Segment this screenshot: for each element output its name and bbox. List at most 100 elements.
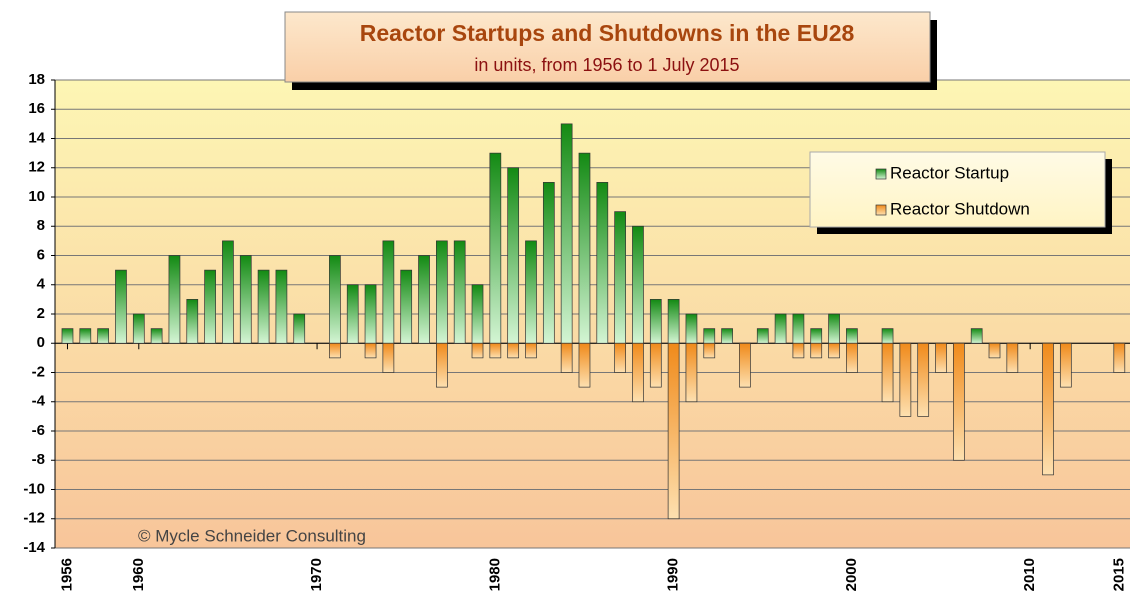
bar [168, 255, 181, 344]
y-tick-label: 16 [28, 100, 45, 117]
y-tick-label: 0 [37, 334, 45, 351]
bar [489, 342, 502, 359]
x-tick-label: 2015 [1110, 558, 1127, 591]
x-tick-label: 2000 [843, 558, 860, 591]
bar [917, 342, 930, 417]
bar [899, 342, 912, 417]
bar [578, 152, 591, 344]
bar [846, 328, 858, 344]
bar [1006, 342, 1019, 373]
x-tick-label: 1990 [665, 558, 682, 591]
bar [525, 342, 537, 359]
y-tick-label: 8 [37, 217, 45, 234]
bar [1113, 342, 1126, 373]
bar [329, 255, 341, 344]
bar [453, 240, 466, 344]
bar [239, 255, 252, 344]
bar [685, 342, 698, 403]
bar [542, 182, 555, 344]
y-tick-label: -6 [32, 422, 45, 439]
bar [1059, 342, 1072, 388]
y-tick-label: -10 [23, 480, 45, 497]
y-tick-label: 4 [37, 276, 46, 293]
x-tick-label: 2010 [1021, 558, 1038, 591]
legend-label: Reactor Shutdown [890, 199, 1030, 218]
bar [953, 342, 965, 461]
bar [275, 269, 288, 344]
bar [364, 284, 377, 344]
bar [632, 342, 644, 403]
bar [471, 284, 484, 344]
bar [79, 328, 92, 344]
bar [828, 342, 840, 359]
y-tick-label: -14 [23, 539, 45, 556]
bar [935, 342, 947, 373]
bar [756, 328, 769, 344]
bar [489, 152, 502, 344]
bar [150, 328, 163, 344]
y-tick-label: -2 [32, 363, 45, 380]
bar [846, 342, 858, 373]
bar [364, 342, 377, 359]
bar [204, 269, 216, 344]
bar [774, 313, 787, 344]
bar [881, 328, 894, 344]
bar [596, 182, 609, 344]
bar [703, 328, 716, 344]
bar [810, 342, 823, 359]
chart-subtitle: in units, from 1956 to 1 July 2015 [474, 55, 739, 75]
bar [382, 342, 395, 373]
y-tick-label: 6 [37, 246, 45, 263]
legend-swatch [875, 204, 887, 216]
bar [649, 299, 662, 344]
y-tick-label: 10 [28, 188, 45, 205]
bar [382, 240, 395, 344]
bar [61, 328, 74, 344]
bar [418, 255, 430, 344]
legend [809, 151, 1106, 228]
bar [1042, 342, 1054, 476]
title-box [284, 11, 931, 83]
bar [988, 342, 1001, 359]
y-tick-label: -4 [32, 393, 46, 410]
bar [578, 342, 591, 388]
bar [293, 313, 306, 344]
bar [346, 284, 359, 344]
y-tick-label: 14 [28, 129, 45, 146]
y-tick-label: 18 [28, 71, 45, 88]
bar [828, 313, 840, 344]
bar [436, 240, 448, 344]
bar [471, 342, 484, 359]
bar [560, 342, 573, 373]
y-tick-label: 12 [28, 159, 45, 176]
bar [685, 313, 698, 344]
bar [881, 342, 894, 403]
bar [97, 328, 109, 344]
bar [115, 269, 127, 344]
bar [186, 299, 199, 344]
bar [632, 225, 644, 344]
y-tick-label: 2 [37, 305, 45, 322]
bar [649, 342, 662, 388]
bar [721, 328, 733, 344]
bar [507, 167, 520, 344]
x-tick-label: 1980 [486, 558, 503, 591]
bar [810, 328, 823, 344]
bar [792, 342, 805, 359]
bar [667, 299, 680, 344]
bar [436, 342, 448, 388]
bar [614, 211, 626, 344]
bar [257, 269, 270, 344]
bar [792, 313, 805, 344]
bar [132, 313, 145, 344]
bar [507, 342, 520, 359]
bar [222, 240, 234, 344]
bar [614, 342, 626, 373]
chart-title: Reactor Startups and Shutdowns in the EU… [360, 20, 855, 46]
bar [560, 123, 573, 344]
x-tick-label: 1960 [130, 558, 147, 591]
x-tick-label: 1956 [58, 558, 75, 591]
legend-label: Reactor Startup [890, 163, 1009, 182]
y-tick-label: -8 [32, 451, 45, 468]
